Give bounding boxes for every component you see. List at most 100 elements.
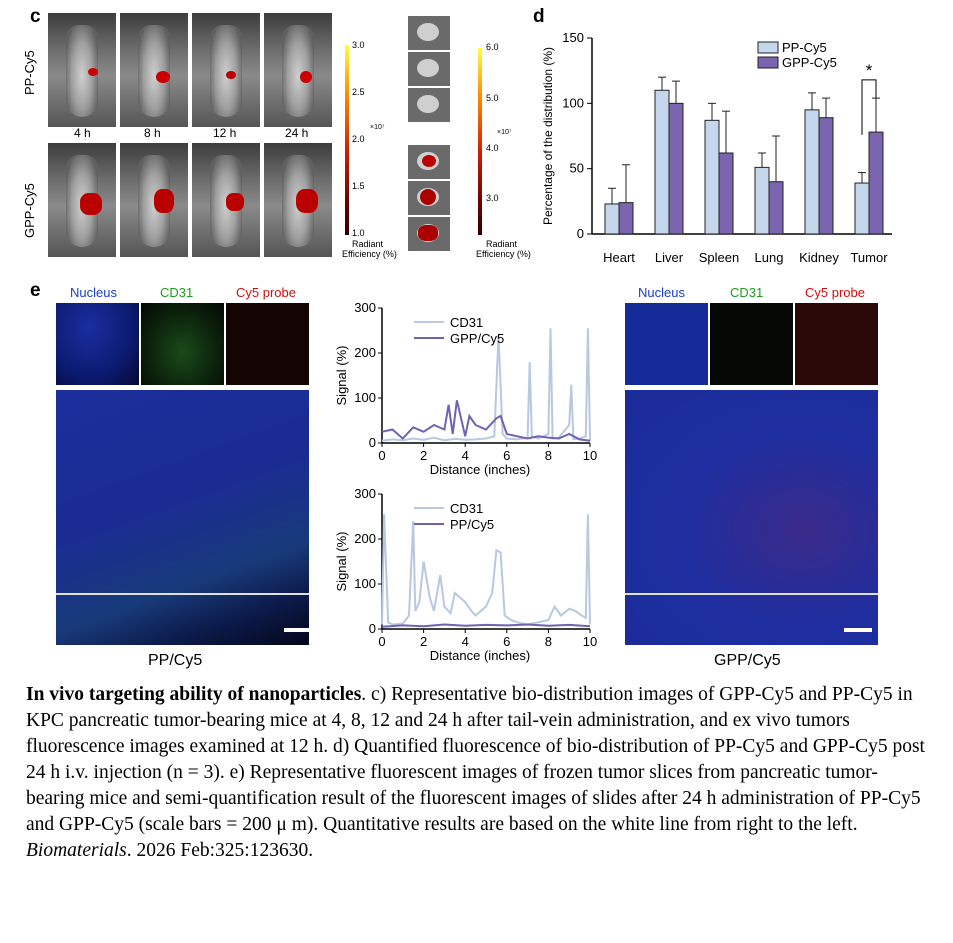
bar — [768, 181, 784, 235]
scale2-title: Radiant — [486, 239, 518, 249]
row-label-pp-cy5: PP-Cy5 — [22, 50, 37, 95]
legend-label: CD31 — [450, 315, 483, 330]
left-panel-title: PP/Cy5 — [148, 652, 203, 669]
legend-swatch — [757, 41, 779, 54]
scale1-tick: 2.5 — [352, 87, 365, 97]
bar — [668, 102, 684, 235]
left-cd31-image — [141, 303, 224, 385]
y-tick-label: 100 — [562, 95, 584, 110]
left-channel-cy5: Cy5 probe — [236, 285, 296, 300]
legend-label: CD31 — [450, 501, 483, 516]
right-channel-nucleus: Nucleus — [638, 285, 685, 300]
scale1-tick: 3.0 — [352, 40, 365, 50]
x-tick-label: Heart — [603, 250, 635, 265]
caption-title: In vivo targeting ability of nanoparticl… — [26, 684, 362, 705]
legend-label: GPP-Cy5 — [782, 55, 837, 70]
timepoint-12h: 12 h — [213, 126, 237, 140]
timepoint-8h: 8 h — [144, 126, 161, 140]
bar — [704, 119, 720, 235]
row-label-gpp-cy5: GPP-Cy5 — [22, 183, 37, 238]
y-tick-label: 200 — [354, 531, 376, 546]
bar — [718, 152, 734, 235]
line-chart-gpp-svg: 0 100 200 300 0 2 4 6 8 10 Distance (inches) Signal… — [334, 300, 597, 477]
y-tick-label: 300 — [354, 300, 376, 315]
left-merged-image — [56, 390, 312, 645]
left-measurement-line — [56, 593, 309, 595]
y-axis-label: Signal (%) — [334, 346, 349, 406]
scale1-title: Radiant — [352, 239, 384, 249]
x-tick-label: 10 — [583, 448, 597, 463]
x-axis-label: Distance (inches) — [430, 648, 530, 663]
y-tick-label: 0 — [369, 435, 376, 450]
scale2-tick: 4.0 — [486, 143, 499, 153]
bar — [868, 131, 884, 235]
x-tick-label: 0 — [378, 634, 385, 649]
scale2-tick: 6.0 — [486, 42, 499, 52]
right-merged-image — [625, 390, 878, 645]
y-tick-label: 50 — [570, 161, 584, 176]
timepoint-4h: 4 h — [74, 126, 91, 140]
scale1-exponent: ×10⁷ — [370, 124, 385, 131]
right-panel-title: GPP/Cy5 — [714, 652, 781, 669]
bar-chart-svg: 0 50 100 150 Percentage of the distribution … — [541, 30, 892, 265]
left-scale-bar — [284, 628, 312, 632]
scale2-title: Efficiency (%) — [476, 249, 531, 259]
right-channel-cd31: CD31 — [730, 285, 764, 300]
right-scale-bar — [844, 628, 872, 632]
x-tick-label: 10 — [583, 634, 597, 649]
scale2-tick: 5.0 — [486, 93, 499, 103]
significance-bracket — [861, 79, 877, 135]
x-axis-label: Distance (inches) — [430, 462, 530, 477]
y-tick-label: 200 — [354, 345, 376, 360]
x-tick-label: 2 — [420, 448, 427, 463]
significance-marker: * — [866, 61, 873, 80]
x-tick-label: Liver — [655, 250, 684, 265]
right-cy5-image — [795, 303, 878, 385]
x-tick-label: 8 — [545, 448, 552, 463]
right-channel-cy5: Cy5 probe — [805, 285, 865, 300]
scale1-title: Efficiency (%) — [342, 249, 397, 259]
x-tick-label: 6 — [503, 448, 510, 463]
line-chart-pp-svg: 0 100 200 300 0 2 4 6 8 10 Distance (inches) Signal… — [334, 486, 597, 663]
y-tick-label: 0 — [369, 621, 376, 636]
left-nucleus-image — [56, 303, 139, 385]
x-tick-label: Lung — [755, 250, 784, 265]
legend-label: GPP/Cy5 — [450, 331, 504, 346]
series-line-cd31 — [381, 514, 591, 626]
left-channel-nucleus: Nucleus — [70, 285, 117, 300]
legend-label: PP/Cy5 — [450, 517, 494, 532]
series-line-pp-cy5 — [381, 623, 591, 628]
x-tick-label: Spleen — [699, 250, 739, 265]
x-tick-label: 4 — [462, 634, 469, 649]
y-tick-label: 300 — [354, 486, 376, 501]
scale2-tick: 3.0 — [486, 193, 499, 203]
bar — [618, 202, 634, 235]
caption-body: . c) Representative bio-distribution ima… — [26, 684, 925, 835]
y-axis-label: Signal (%) — [334, 532, 349, 592]
bar — [754, 166, 770, 235]
right-nucleus-image — [625, 303, 708, 385]
y-tick-label: 150 — [562, 30, 584, 45]
x-tick-label: 6 — [503, 634, 510, 649]
right-cd31-image — [710, 303, 793, 385]
bar — [804, 109, 820, 235]
y-tick-label: 0 — [577, 226, 584, 241]
caption-journal: Biomaterials — [26, 840, 127, 861]
timepoint-24h: 24 h — [285, 126, 309, 140]
panel-c-label: c — [30, 6, 41, 27]
scale2-exponent: ×10⁷ — [497, 129, 512, 136]
x-tick-label: Tumor — [850, 250, 888, 265]
panel-e-label: e — [30, 280, 41, 301]
x-tick-label: Kidney — [799, 250, 839, 265]
x-tick-label: 8 — [545, 634, 552, 649]
color-scale-2 — [478, 48, 482, 235]
right-measurement-line — [625, 593, 878, 595]
y-tick-label: 100 — [354, 390, 376, 405]
scale1-tick: 1.5 — [352, 181, 365, 191]
y-tick-label: 100 — [354, 576, 376, 591]
panel-d-label: d — [533, 6, 545, 27]
bar — [654, 89, 670, 235]
x-tick-label: 2 — [420, 634, 427, 649]
scale1-tick: 1.0 — [352, 228, 365, 238]
bar — [818, 117, 834, 235]
